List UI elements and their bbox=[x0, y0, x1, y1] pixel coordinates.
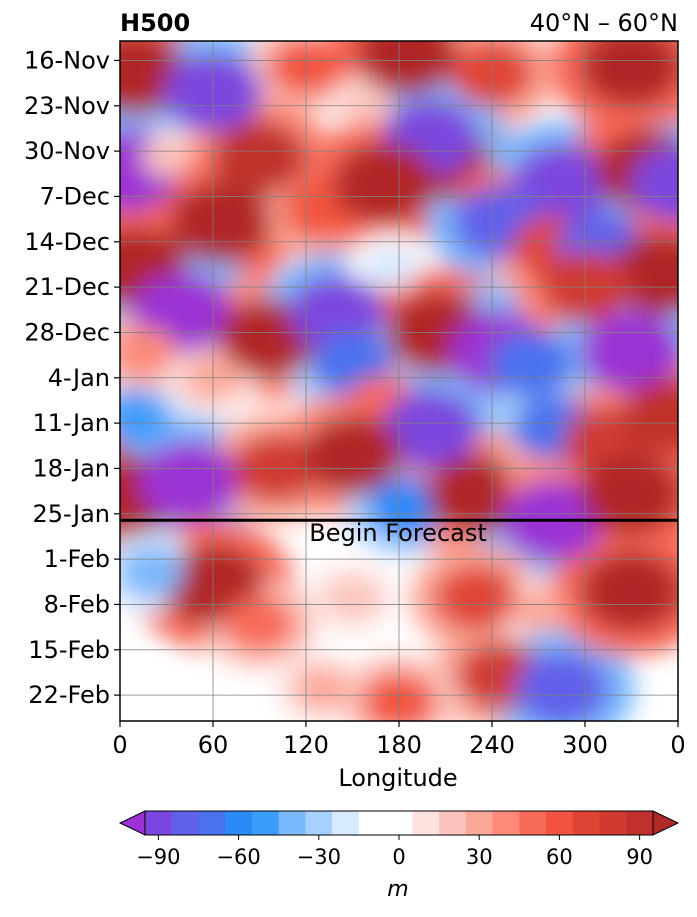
colorbar-tick-label: 90 bbox=[626, 845, 653, 869]
x-tick-label: 60 bbox=[198, 731, 229, 759]
colorbar-swatch bbox=[172, 811, 199, 835]
anomaly-core bbox=[435, 565, 519, 631]
colorbar-swatch bbox=[279, 811, 306, 835]
y-tick-label: 8-Feb bbox=[44, 590, 110, 618]
colorbar-tick-label: −60 bbox=[216, 845, 260, 869]
colorbar-tick-label: 30 bbox=[466, 845, 493, 869]
chart-title-left: H500 bbox=[120, 9, 190, 37]
colorbar-swatch bbox=[519, 811, 546, 835]
x-axis: 0 60 120 180 240 300 0 bbox=[112, 721, 685, 759]
anomaly-core bbox=[356, 13, 458, 95]
colorbar-swatch bbox=[493, 811, 520, 835]
y-axis: 16-Nov 23-Nov 30-Nov 7-Dec 14-Dec 21-Dec 28-De… bbox=[24, 46, 120, 709]
x-axis-label: Longitude bbox=[338, 764, 457, 792]
chart-title-right: 40°N – 60°N bbox=[530, 9, 678, 37]
y-tick-label: 14-Dec bbox=[24, 228, 110, 256]
anomaly-core bbox=[139, 441, 241, 523]
colorbar-swatch bbox=[600, 811, 627, 835]
colorbar-swatch bbox=[225, 811, 252, 835]
colorbar-swatch bbox=[573, 811, 600, 835]
anomaly-core bbox=[581, 454, 683, 536]
y-tick-label: 25-Jan bbox=[32, 500, 110, 528]
colorbar-swatch bbox=[386, 811, 413, 835]
anomaly-core bbox=[118, 547, 183, 598]
colorbar-extend-low bbox=[120, 811, 145, 835]
y-tick-label: 7-Dec bbox=[40, 182, 110, 210]
anomaly-core bbox=[326, 578, 379, 619]
anomaly-core bbox=[103, 669, 153, 707]
anomaly-core bbox=[142, 138, 192, 176]
y-tick-label: 21-Dec bbox=[24, 273, 110, 301]
colorbar-swatch bbox=[359, 811, 386, 835]
colorbar-swatch bbox=[332, 811, 359, 835]
colorbar-swatch bbox=[252, 811, 279, 835]
anomaly-core bbox=[170, 182, 272, 264]
y-tick-label: 28-Dec bbox=[24, 318, 110, 346]
colorbar-tick-label: −30 bbox=[297, 845, 341, 869]
colorbar-tick-label: 0 bbox=[392, 845, 405, 869]
y-tick-label: 18-Jan bbox=[32, 454, 110, 482]
anomaly-core bbox=[293, 667, 349, 710]
y-tick-label: 30-Nov bbox=[24, 137, 110, 165]
y-tick-label: 4-Jan bbox=[48, 364, 110, 392]
x-tick-label: 180 bbox=[376, 731, 422, 759]
colorbar-extend-high bbox=[653, 811, 678, 835]
anomaly-core bbox=[515, 652, 608, 726]
y-tick-label: 22-Feb bbox=[28, 681, 110, 709]
y-tick-label: 23-Nov bbox=[24, 92, 110, 120]
x-tick-label: 240 bbox=[469, 731, 515, 759]
colorbar-tick-label: 60 bbox=[546, 845, 573, 869]
plot-area bbox=[47, 0, 697, 748]
anomaly-core bbox=[363, 246, 419, 289]
colorbar-swatch bbox=[546, 811, 573, 835]
x-tick-label: 0 bbox=[112, 731, 127, 759]
y-tick-label: 16-Nov bbox=[24, 46, 110, 74]
colorbar-tick-label: −90 bbox=[136, 845, 180, 869]
anomaly-core bbox=[510, 589, 566, 632]
colorbar-swatch bbox=[305, 811, 332, 835]
x-tick-label: 300 bbox=[562, 731, 608, 759]
y-tick-label: 15-Feb bbox=[28, 636, 110, 664]
colorbar: −90 −60 −30 0 30 60 90 bbox=[120, 811, 678, 869]
anomaly-core bbox=[333, 143, 435, 225]
colorbar-swatch bbox=[412, 811, 439, 835]
forecast-label: Begin Forecast bbox=[309, 519, 487, 547]
anomaly-core bbox=[489, 332, 573, 398]
anomaly-core bbox=[581, 26, 683, 108]
y-tick-label: 11-Jan bbox=[32, 409, 110, 437]
colorbar-swatch bbox=[466, 811, 493, 835]
colorbar-swatch bbox=[626, 811, 653, 835]
colorbar-swatch bbox=[198, 811, 225, 835]
colorbar-swatch bbox=[145, 811, 172, 835]
anomaly-core bbox=[581, 551, 683, 633]
x-tick-label: 0 bbox=[670, 731, 685, 759]
colorbar-label: m bbox=[387, 877, 408, 902]
y-tick-label: 1-Feb bbox=[44, 545, 110, 573]
x-tick-label: 120 bbox=[283, 731, 329, 759]
colorbar-swatch bbox=[439, 811, 466, 835]
anomaly-core bbox=[100, 389, 171, 445]
